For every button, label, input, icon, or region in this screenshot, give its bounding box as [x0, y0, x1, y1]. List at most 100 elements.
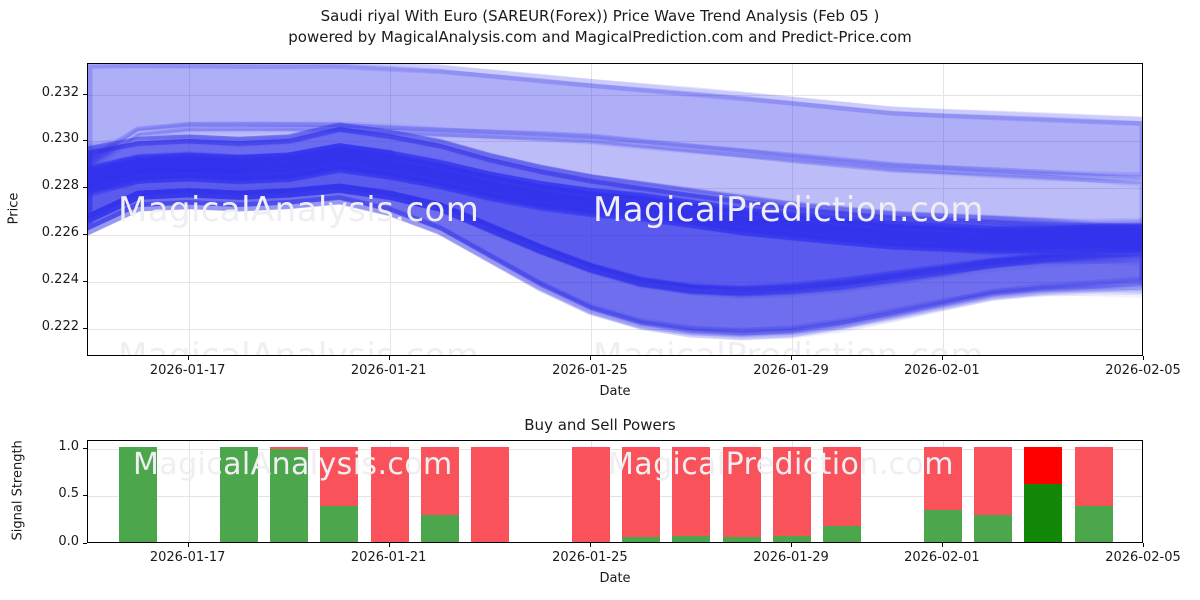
price-xtick-label: 2026-02-05: [1105, 363, 1181, 378]
price-wave-band: [88, 153, 1142, 297]
price-ytick-mark: [83, 327, 87, 329]
signal-bar-sell-segment: [672, 446, 711, 537]
price-wave-band: [88, 183, 1142, 338]
signal-bar-buy-segment: [119, 446, 158, 542]
price-gridline-vertical: [188, 64, 190, 355]
signal-bar: [471, 446, 510, 542]
price-wave-band: [88, 183, 1142, 337]
signal-ytick-label: 0.0: [58, 534, 79, 549]
signal-ytick-mark: [83, 543, 87, 544]
signal-bar-buy-segment: [823, 525, 862, 542]
signal-bar: [923, 446, 962, 542]
price-chart-plot-area: MagicalAnalysis.com MagicalPrediction.com…: [87, 63, 1143, 356]
price-ytick-label: 0.224: [41, 272, 79, 287]
signal-bar-buy-segment: [219, 446, 258, 542]
price-wave-band: [88, 183, 1142, 337]
signal-ytick-label: 1.0: [58, 438, 79, 454]
price-wave-core-ribbon: [88, 143, 1142, 256]
chart-title-block: Saudi riyal With Euro (SAREUR(Forex)) Pr…: [0, 6, 1200, 48]
signal-bar-sell-segment: [1074, 446, 1113, 506]
price-xtick-label: 2026-01-21: [350, 363, 427, 378]
signal-x-axis-label: Date: [599, 571, 631, 586]
signal-xtick-mark: [941, 543, 943, 547]
price-wave-highlight: [88, 157, 247, 187]
price-gridline-horizontal: [88, 141, 1142, 143]
price-wave-band: [88, 184, 1142, 339]
price-xtick-mark: [589, 356, 591, 360]
signal-bar-sell-segment: [370, 446, 409, 542]
signal-bar: [320, 446, 359, 542]
signal-bar-sell-segment: [974, 446, 1013, 516]
signal-bar-buy-segment: [1024, 483, 1063, 542]
signal-bar: [370, 446, 409, 542]
price-gridline-vertical: [389, 64, 391, 355]
price-gridline-vertical: [792, 64, 793, 355]
signal-bar: [823, 446, 862, 542]
signal-bar: [270, 446, 309, 542]
price-gridline-vertical: [942, 64, 944, 355]
price-xtick-label: 2026-01-25: [552, 363, 628, 378]
price-xtick-mark: [388, 356, 390, 360]
signal-bar: [722, 446, 761, 542]
signal-bar-sell-segment: [722, 446, 761, 538]
price-wave-core-ribbon: [88, 143, 1142, 254]
signal-bar-sell-segment: [773, 446, 811, 537]
signal-gridline-vertical: [188, 441, 190, 542]
signal-bar-buy-segment: [923, 509, 962, 542]
signal-xtick-mark: [791, 543, 792, 547]
price-wave-highlight: [985, 224, 1142, 244]
price-gridline-horizontal: [88, 328, 1142, 330]
signal-xtick-label: 2026-01-17: [149, 550, 226, 565]
signal-bar-buy-segment: [773, 536, 811, 542]
price-ytick-mark: [83, 187, 87, 189]
signal-bar: [773, 446, 811, 542]
price-ytick-mark: [83, 234, 87, 236]
signal-bar-buy-segment: [1074, 505, 1113, 542]
signal-bar-buy-segment: [722, 537, 761, 542]
price-x-axis-label: Date: [599, 384, 631, 399]
signal-gridline-horizontal: [88, 448, 1142, 450]
price-ytick-label: 0.222: [41, 318, 79, 334]
price-wave-band: [88, 153, 1142, 296]
price-xtick-label: 2026-02-01: [904, 363, 980, 378]
price-wave-band: [88, 183, 1142, 340]
signal-bar-buy-segment: [320, 505, 359, 542]
signal-xtick-label: 2026-01-21: [350, 550, 427, 565]
price-wave-band: [88, 120, 1142, 234]
price-wave-band: [88, 184, 1142, 341]
price-xtick-mark: [187, 356, 189, 360]
price-ytick-mark: [83, 281, 87, 282]
price-xtick-mark: [941, 356, 943, 360]
price-ytick-mark: [83, 93, 87, 95]
price-wave-highlight: [935, 231, 1142, 248]
signal-xtick-label: 2026-02-01: [904, 550, 980, 565]
signal-y-axis-label: Signal Strength: [10, 439, 26, 540]
price-ytick-label: 0.228: [41, 178, 79, 194]
signal-xtick-label: 2026-02-05: [1105, 550, 1181, 565]
price-gridline-horizontal: [88, 235, 1142, 237]
price-wave-band: [88, 123, 1142, 233]
signal-bar-sell-segment: [571, 446, 610, 542]
signal-bar: [119, 446, 158, 542]
signal-bar-sell-segment: [421, 446, 459, 516]
price-gridline-vertical: [590, 64, 592, 355]
price-wave-paths: [88, 64, 1142, 341]
signal-bar: [219, 446, 258, 542]
signal-bar-sell-segment: [320, 446, 359, 506]
signal-bar-sell-segment: [923, 446, 962, 510]
signal-bar-sell-segment: [471, 446, 510, 542]
signal-chart-title: Buy and Sell Powers: [524, 416, 676, 434]
signal-ytick-mark: [83, 447, 87, 449]
price-y-axis-label: Price: [6, 192, 22, 224]
signal-xtick-mark: [388, 543, 390, 547]
signal-bar-buy-segment: [270, 449, 309, 542]
price-ytick-mark: [83, 140, 87, 142]
signal-bar: [974, 446, 1013, 542]
price-wave-core-ribbon: [88, 143, 1142, 255]
price-wave-band: [88, 183, 1142, 341]
signal-gridline-horizontal: [88, 496, 1142, 498]
signal-chart-plot-area: MagicalAnalysis.com MagicalPrediction.com: [87, 440, 1143, 543]
price-wave-band: [88, 64, 1142, 182]
price-gridline-horizontal: [88, 94, 1142, 96]
price-xtick-mark: [1143, 356, 1144, 360]
